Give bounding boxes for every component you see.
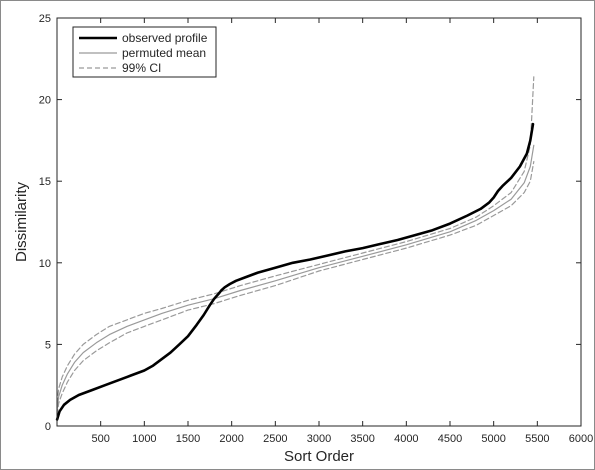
x-tick-label-5000: 5000 [481,433,505,445]
legend-box [72,26,217,78]
x-tick-label-2500: 2500 [263,433,287,445]
series-line-observed-profile [55,122,535,421]
x-tick-label-4500: 4500 [438,433,462,445]
y-tick-label-10: 10 [39,258,51,270]
y-axis-title: Dissimilarity [13,182,30,262]
x-tick-label-500: 500 [91,433,109,445]
y-tick-label-20: 20 [39,95,51,107]
series-line-99-ci [56,76,535,404]
y-tick-label-25: 25 [39,13,51,25]
y-tick-label-0: 0 [45,421,51,433]
x-tick-label-4000: 4000 [394,433,418,445]
y-tick-label-5: 5 [45,339,51,351]
x-tick-label-1500: 1500 [176,433,200,445]
legend: observed profile permuted mean 99% CI [72,26,217,78]
x-tick-label-3000: 3000 [307,433,331,445]
x-tick-label-1000: 1000 [132,433,156,445]
y-tick-label-15: 15 [39,176,51,188]
x-axis-title: Sort Order [284,448,354,465]
legend-label-permuted-mean: permuted mean [122,46,206,60]
x-tick-label-2000: 2000 [219,433,243,445]
plot-area [57,18,581,426]
x-tick-label-3500: 3500 [350,433,374,445]
series-line-99-ci-lower [56,161,535,416]
x-tick-label-5500: 5500 [525,433,549,445]
legend-label-99-ci: 99% CI [122,61,161,75]
legend-label-observed-profile: observed profile [122,31,208,45]
x-tick-label-6000: 6000 [569,433,593,445]
